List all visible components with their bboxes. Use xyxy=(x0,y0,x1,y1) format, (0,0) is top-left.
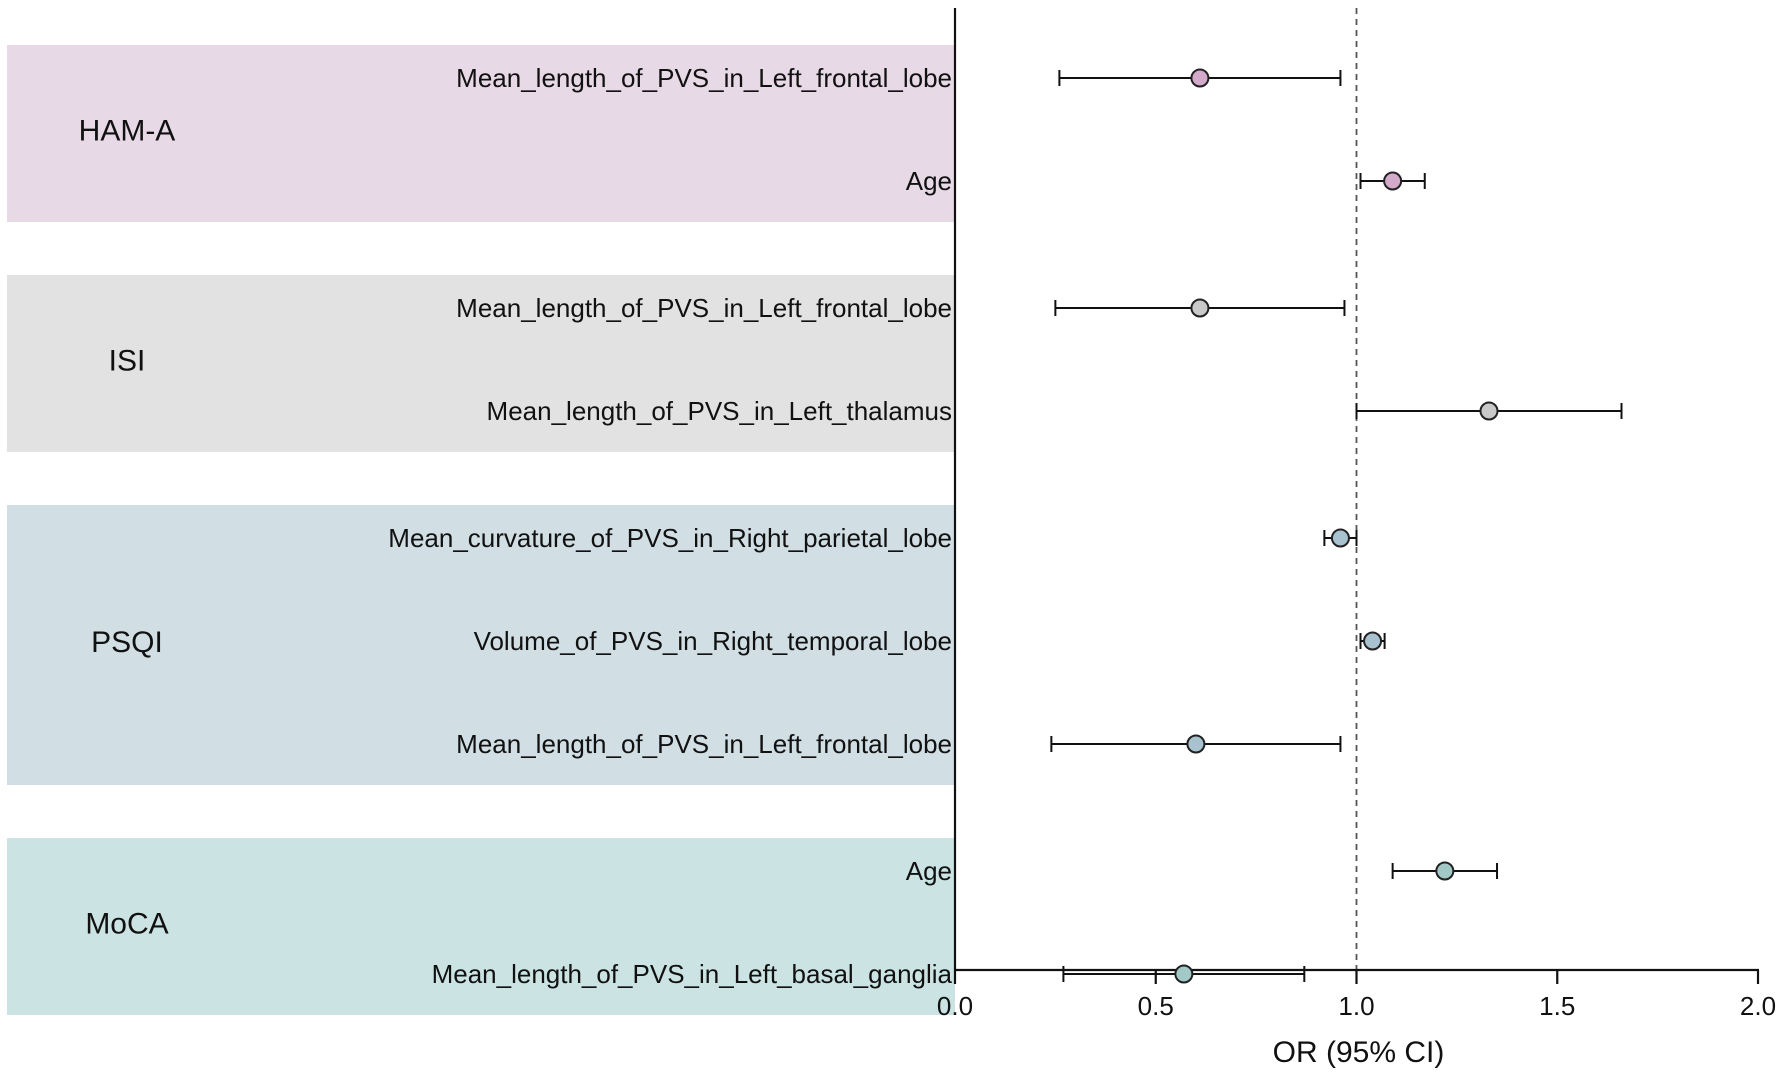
group-band-moca xyxy=(7,838,955,1015)
row-label: Volume_of_PVS_in_Right_temporal_lobe xyxy=(474,626,952,656)
or-point xyxy=(1330,528,1350,548)
group-band-isi xyxy=(7,275,955,452)
row-label: Age xyxy=(906,856,952,886)
row-label: Mean_length_of_PVS_in_Left_frontal_lobe xyxy=(456,729,952,759)
x-tick-label: 1.5 xyxy=(1539,991,1575,1021)
estimate-marks xyxy=(1050,68,1623,984)
x-tick-label: 2.0 xyxy=(1740,991,1776,1021)
row-label: Mean_length_of_PVS_in_Left_frontal_lobe xyxy=(456,63,952,93)
row-label: Mean_curvature_of_PVS_in_Right_parietal_… xyxy=(388,523,952,553)
or-point xyxy=(1383,171,1403,191)
row-label: Mean_length_of_PVS_in_Left_thalamus xyxy=(487,396,952,426)
row-label: Age xyxy=(906,166,952,196)
or-point xyxy=(1190,298,1210,318)
x-axis-title: OR (95% CI) xyxy=(1273,1036,1445,1069)
group-bands xyxy=(7,45,955,1015)
group-label: PSQI xyxy=(91,626,163,659)
x-tick-label: 0.5 xyxy=(1138,991,1174,1021)
or-point xyxy=(1435,861,1455,881)
group-labels: HAM-A ISI PSQI MoCA xyxy=(79,115,176,941)
row-label: Mean_length_of_PVS_in_Left_basal_ganglia xyxy=(432,959,953,989)
or-point xyxy=(1190,68,1210,88)
or-point xyxy=(1174,964,1194,984)
group-label: MoCA xyxy=(85,908,168,941)
group-label: HAM-A xyxy=(79,115,176,148)
or-point xyxy=(1363,631,1383,651)
x-tick-label: 0.0 xyxy=(937,991,973,1021)
x-axis-ticks: 0.0 0.5 1.0 1.5 2.0 xyxy=(937,970,1776,1021)
row-label: Mean_length_of_PVS_in_Left_frontal_lobe xyxy=(456,293,952,323)
group-band-ham-a xyxy=(7,45,955,222)
or-point xyxy=(1186,734,1206,754)
x-tick-label: 1.0 xyxy=(1338,991,1374,1021)
group-band-psqi xyxy=(7,505,955,785)
row-labels: Mean_length_of_PVS_in_Left_frontal_lobe A… xyxy=(388,63,952,989)
group-label: ISI xyxy=(109,345,146,378)
or-point xyxy=(1479,401,1499,421)
